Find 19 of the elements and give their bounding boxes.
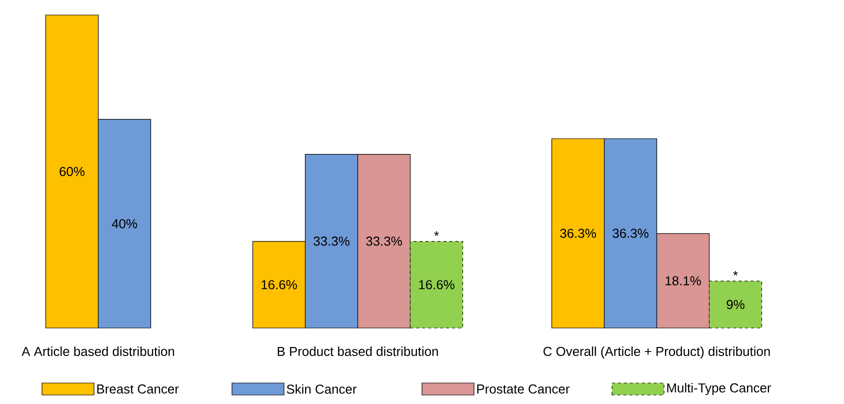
data-label: 16.6% [419, 280, 454, 290]
data-label: 33.3% [314, 236, 350, 246]
text: C Overall (Article + Product) distribution [544, 346, 770, 359]
data-label: 16.6% [262, 280, 297, 290]
text: B Product based distribution [278, 346, 438, 356]
data-label: 18.1% [666, 276, 701, 286]
legend-label: Prostate Cancer [477, 384, 570, 394]
data-label: 60% [60, 166, 85, 176]
legend-label: Breast Cancer [97, 384, 179, 394]
data-label: 33.3% [366, 236, 402, 246]
data-label: 36.3% [560, 228, 596, 238]
legend-label: Skin Cancer [286, 384, 356, 394]
legend-label: Multi-Type Cancer [667, 382, 772, 396]
text: A Article based distribution [22, 346, 174, 356]
data-label: 40% [112, 219, 138, 228]
data-label: 9% [726, 300, 744, 310]
annotation: * [434, 231, 439, 236]
annotation: * [733, 270, 738, 276]
data-label: 36.3% [612, 228, 648, 238]
